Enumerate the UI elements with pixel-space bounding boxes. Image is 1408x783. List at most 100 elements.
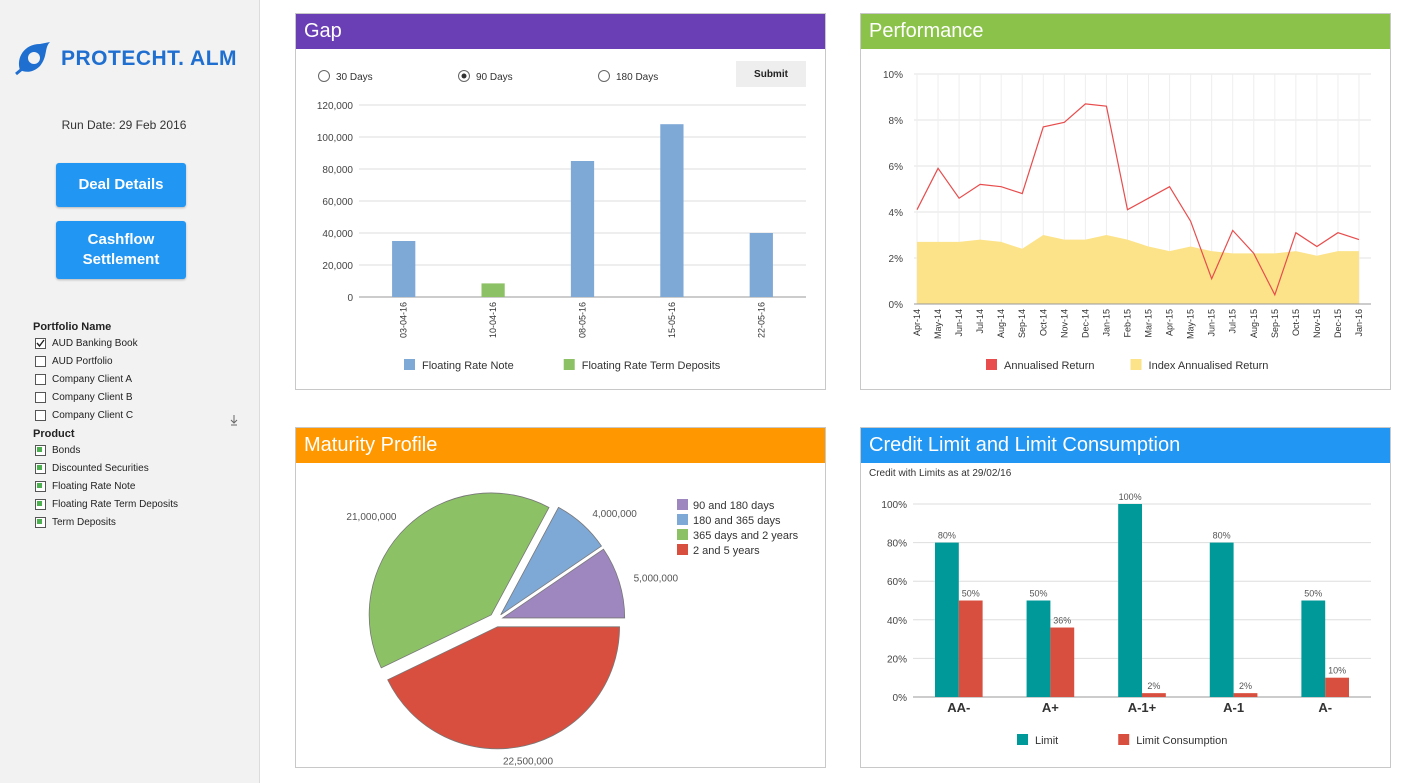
x-tick-label: 15-05-16 (667, 302, 677, 338)
filter-label: Company Client A (52, 374, 133, 385)
panel-title: Gap (296, 14, 825, 49)
panel-title: Maturity Profile (296, 428, 825, 463)
y-tick-label: 0% (893, 693, 908, 704)
x-tick-label: Dec-15 (1333, 309, 1343, 338)
filter-label: Bonds (52, 445, 81, 456)
y-tick-label: 60% (887, 577, 907, 588)
legend-swatch (677, 529, 688, 540)
deal-details-button[interactable]: Deal Details (56, 163, 186, 207)
submit-button[interactable] (736, 61, 806, 87)
legend-label: 180 and 365 days (693, 515, 781, 527)
x-tick-label: Oct-14 (1038, 309, 1048, 336)
x-tick-label: Sep-15 (1270, 309, 1280, 338)
performance-chart: 0% 2% 4% 6% 8% 10% Apr-14 May-14 Jun-14 Jul-14 Aug… (883, 70, 1371, 372)
legend-label: Annualised Return (1004, 360, 1095, 372)
filter-label: AUD Banking Book (52, 338, 138, 349)
maturity-panel: Maturity Profile 22,500,000 21,000,000 4,0… (295, 427, 826, 768)
x-tick-label: Apr-15 (1165, 309, 1175, 336)
x-tick-label: Sep-14 (1017, 309, 1027, 338)
checkbox (35, 338, 46, 349)
x-tick-label: Jun-15 (1207, 309, 1217, 337)
legend-swatch (1130, 359, 1142, 370)
data-label: 50% (1029, 589, 1047, 599)
filter-label: Floating Rate Term Deposits (52, 499, 178, 510)
y-tick-label: 100% (881, 500, 907, 511)
x-tick-label: Nov-14 (1059, 309, 1069, 338)
legend-swatch (563, 359, 575, 370)
data-label: 80% (938, 531, 956, 541)
y-tick-label: 80,000 (322, 165, 353, 176)
checkbox (35, 374, 46, 385)
legend-label: Floating Rate Term Deposits (582, 360, 721, 372)
pie-slice (500, 506, 603, 616)
bar (392, 241, 416, 297)
legend-label: Index Annualised Return (1149, 360, 1269, 372)
bar (660, 124, 684, 297)
bar (1301, 600, 1326, 697)
pie-slice (501, 548, 626, 619)
bar (481, 283, 505, 297)
legend-swatch (677, 499, 688, 510)
logo-icon (15, 42, 50, 76)
bar (1026, 600, 1051, 697)
filter-title: Portfolio Name (33, 321, 112, 333)
radio-label: 90 Days (476, 72, 513, 83)
bar (1050, 627, 1075, 697)
y-tick-label: 40,000 (322, 229, 353, 240)
check-fill (37, 447, 42, 452)
y-tick-label: 0% (889, 300, 904, 311)
filter-label: Term Deposits (52, 517, 116, 528)
performance-panel: Performance 0% 2% 4% 6% 8% 10% Apr-14 May-14 Jun… (860, 13, 1391, 390)
radio-dot (461, 73, 467, 79)
checkbox (35, 410, 46, 421)
data-label: 10% (1328, 666, 1346, 676)
x-tick-label: Aug-14 (996, 309, 1006, 338)
submit-label: Submit (754, 69, 789, 80)
x-tick-label: May-15 (1186, 309, 1196, 339)
legend-swatch (1118, 734, 1130, 745)
pie-label: 5,000,000 (634, 574, 679, 585)
x-tick-label: A+ (1042, 700, 1059, 715)
gap-chart: 0 20,000 40,000 60,000 80,000 100,000 120,000 0… (317, 61, 806, 372)
y-tick-label: 80% (887, 539, 907, 550)
run-date: Run Date: 29 Feb 2016 (61, 118, 187, 132)
radio[interactable] (598, 70, 610, 82)
pie-slice (387, 626, 620, 750)
y-tick-label: 100,000 (317, 133, 354, 144)
x-tick-label: Nov-15 (1312, 309, 1322, 338)
bar (749, 233, 773, 297)
x-tick-label: A- (1318, 700, 1332, 715)
x-tick-label: AA- (947, 700, 970, 715)
bar (1209, 542, 1234, 697)
radio[interactable] (318, 70, 330, 82)
x-tick-label: 22-05-16 (756, 302, 766, 338)
y-tick-label: 0 (347, 293, 353, 304)
pie-label: 22,500,000 (503, 756, 553, 767)
cashflow-button[interactable]: Cashflow Settlement (56, 221, 186, 279)
x-tick-label: Jan-16 (1354, 309, 1364, 337)
x-tick-label: Feb-15 (1122, 309, 1132, 338)
legend-label: Floating Rate Note (422, 360, 514, 372)
x-tick-label: A-1 (1223, 700, 1244, 715)
radio-label: 180 Days (616, 72, 658, 83)
y-tick-label: 8% (889, 116, 904, 127)
gap-panel: Gap 0 20,000 40,000 60,000 80,000 100,000 120,… (295, 13, 826, 390)
bar (570, 161, 595, 297)
legend-swatch (986, 359, 997, 370)
y-tick-label: 6% (889, 162, 904, 173)
bar (1142, 693, 1166, 697)
y-tick-label: 120,000 (317, 101, 354, 112)
filter-title: Product (33, 428, 75, 440)
data-label: 50% (962, 589, 980, 599)
x-tick-label: 10-04-16 (488, 302, 498, 338)
x-tick-label: Oct-15 (1291, 309, 1301, 336)
data-label: 100% (1119, 492, 1142, 502)
x-tick-label: Jan-15 (1101, 309, 1111, 337)
scroll-icon[interactable] (229, 414, 239, 426)
x-tick-label: Apr-14 (912, 309, 922, 336)
subtitle: Credit with Limits as at 29/02/16 (869, 468, 1012, 479)
check-fill (37, 483, 42, 488)
bar (958, 600, 983, 697)
credit-chart: 0% 20% 40% 60% 80% 100% 80% 50% AA- 50% 36% A+ 100% 2… (869, 468, 1371, 747)
legend-swatch (1017, 734, 1028, 745)
